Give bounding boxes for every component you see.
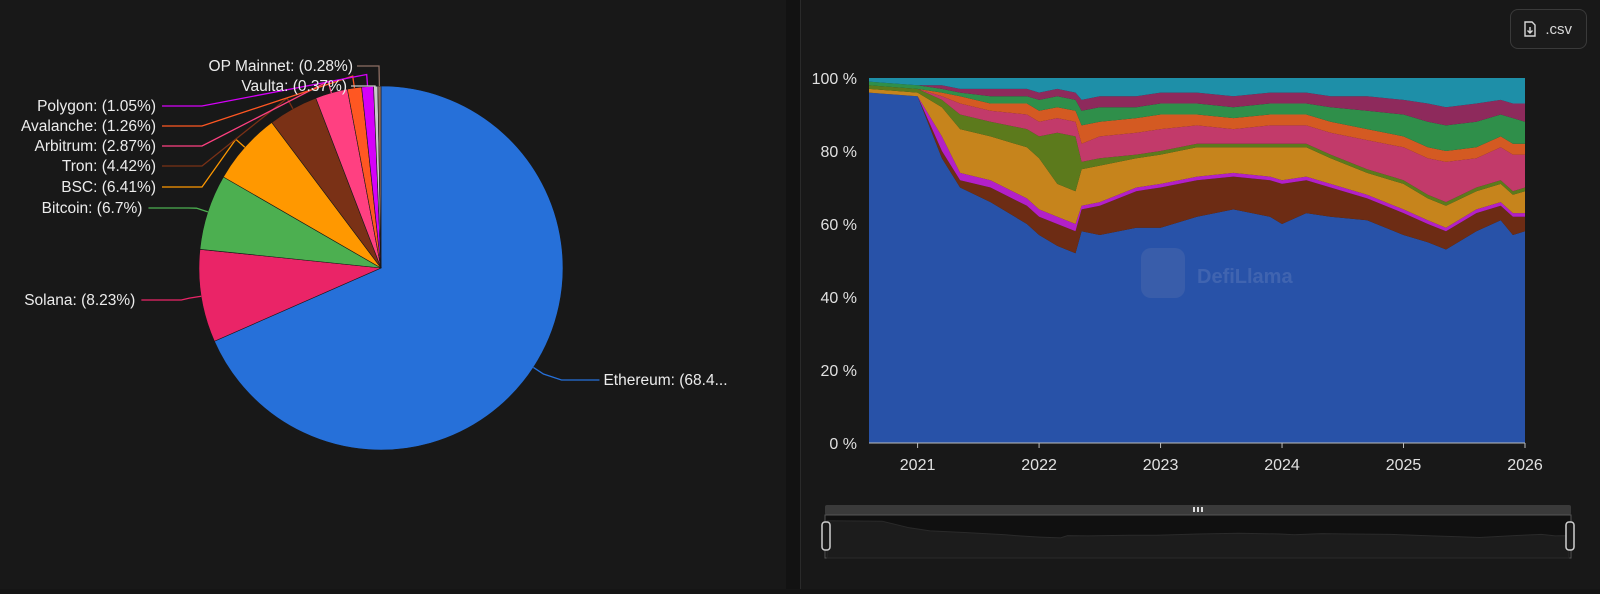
x-tick-label: 2025: [1386, 457, 1422, 474]
y-tick-label: 60 %: [821, 217, 857, 234]
download-csv-button[interactable]: .csv: [1510, 9, 1587, 49]
llama-logo-icon: [1141, 248, 1185, 298]
area-chart-panel: .csv DefiLlama 0 % 20 % 40 % 60 % 80 % 100 % …: [800, 0, 1600, 589]
pie-leader-line: [148, 208, 207, 212]
pie-label-arbitrum: Arbitrum: (2.87%): [35, 138, 156, 155]
y-tick-label: 20 %: [821, 363, 857, 380]
pie-label-vaulta: Vaulta: (0.37%): [241, 78, 347, 95]
pie-label-bsc: BSC: (6.41%): [61, 179, 156, 196]
area-chart: DefiLlama 0 % 20 % 40 % 60 % 80 % 100 % 2021 2…: [801, 0, 1600, 589]
file-download-icon: [1523, 21, 1537, 37]
y-tick-label: 40 %: [821, 290, 857, 307]
pie-label-bitcoin: Bitcoin: (6.7%): [42, 200, 143, 217]
x-tick-label: 2021: [900, 457, 936, 474]
slider-handle-right[interactable]: [1566, 522, 1574, 550]
pie-label-solana: Solana: (8.23%): [24, 292, 135, 309]
pie-label-op-mainnet: OP Mainnet: (0.28%): [209, 58, 353, 75]
pie-chart: DefiLlama Ethereum: (68.4...Solana: (8.2…: [0, 0, 786, 589]
y-tick-label: 0 %: [829, 436, 857, 453]
slider-grip-icon[interactable]: [1193, 507, 1203, 512]
pie-label-tron: Tron: (4.42%): [62, 158, 156, 175]
zoom-slider[interactable]: [822, 505, 1574, 558]
pie-label-ethereum: Ethereum: (68.4...: [603, 372, 727, 389]
slider-handle-left[interactable]: [822, 522, 830, 550]
x-tick-label: 2023: [1143, 457, 1179, 474]
pie-leader-line: [141, 296, 201, 300]
pie-label-avalanche: Avalanche: (1.26%): [21, 118, 156, 135]
csv-button-label: .csv: [1545, 21, 1572, 38]
pie-chart-panel: DefiLlama Ethereum: (68.4...Solana: (8.2…: [0, 0, 786, 589]
pie-leader-line: [533, 367, 599, 380]
y-tick-label: 100 %: [812, 71, 857, 88]
y-tick-label: 80 %: [821, 144, 857, 161]
panel-divider: [786, 0, 800, 589]
watermark-text: DefiLlama: [1197, 266, 1293, 288]
pie-label-polygon: Polygon: (1.05%): [37, 98, 156, 115]
x-tick-label: 2026: [1507, 457, 1543, 474]
x-tick-label: 2024: [1264, 457, 1300, 474]
x-tick-label: 2022: [1021, 457, 1057, 474]
